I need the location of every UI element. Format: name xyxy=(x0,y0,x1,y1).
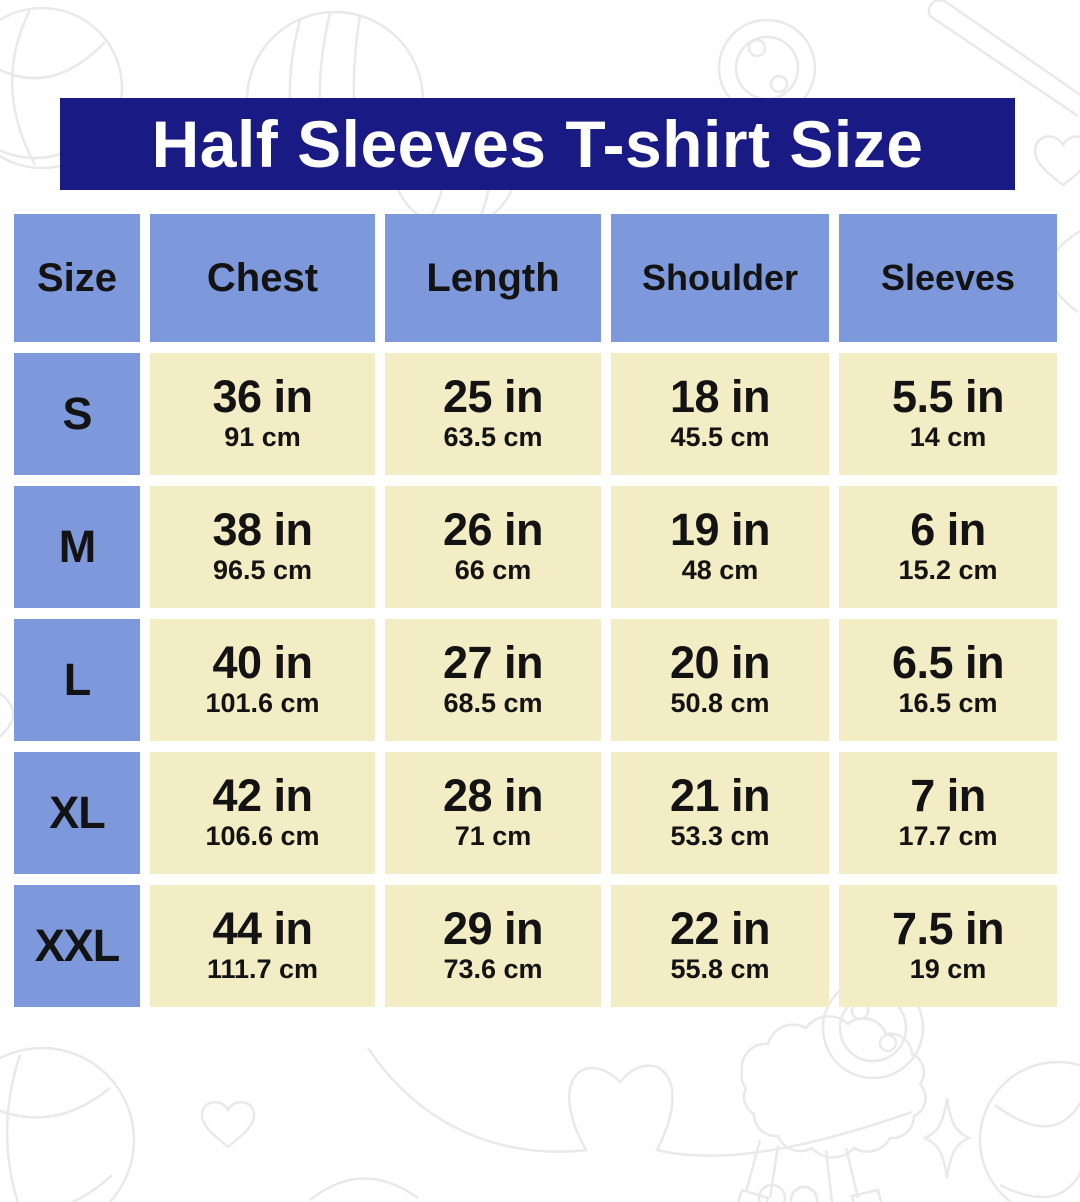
value-cm: 63.5 cm xyxy=(443,421,543,452)
value-cm: 53.3 cm xyxy=(670,820,770,851)
cell-l-sleeves: 6.5 in 16.5 cm xyxy=(839,619,1057,741)
value-inches: 27 in xyxy=(442,637,544,689)
col-header-size: Size xyxy=(14,214,140,342)
col-header-shoulder: Shoulder xyxy=(611,214,829,342)
cell-s-length: 25 in 63.5 cm xyxy=(385,353,601,475)
value-inches: 28 in xyxy=(442,770,544,822)
cell-xxl-sleeves: 7.5 in 19 cm xyxy=(839,885,1057,1007)
value-inches: 6.5 in xyxy=(891,637,1005,689)
value-cm: 50.8 cm xyxy=(670,687,770,718)
cell-xxl-length: 29 in 73.6 cm xyxy=(385,885,601,1007)
row-label-l: L xyxy=(14,619,140,741)
cell-m-length: 26 in 66 cm xyxy=(385,486,601,608)
value-inches: 20 in xyxy=(669,637,771,689)
cell-xl-chest: 42 in 106.6 cm xyxy=(150,752,375,874)
value-cm: 101.6 cm xyxy=(205,687,320,718)
value-cm: 111.7 cm xyxy=(206,953,319,984)
value-cm: 15.2 cm xyxy=(898,554,998,585)
yarn-ball-icon xyxy=(0,1046,136,1202)
value-inches: 7 in xyxy=(910,770,986,822)
value-cm: 66 cm xyxy=(454,554,532,585)
cell-xxl-chest: 44 in 111.7 cm xyxy=(150,885,375,1007)
value-cm: 16.5 cm xyxy=(898,687,998,718)
value-inches: 36 in xyxy=(212,371,313,423)
value-inches: 26 in xyxy=(442,504,544,556)
col-header-sleeves: Sleeves xyxy=(839,214,1057,342)
row-label-s: S xyxy=(14,353,140,475)
value-cm: 96.5 cm xyxy=(212,554,313,585)
value-inches: 44 in xyxy=(212,903,313,955)
cell-l-shoulder: 20 in 50.8 cm xyxy=(611,619,829,741)
cell-l-chest: 40 in 101.6 cm xyxy=(150,619,375,741)
value-inches: 22 in xyxy=(669,903,771,955)
sparkle-icon xyxy=(922,1097,972,1179)
value-cm: 17.7 cm xyxy=(898,820,998,851)
value-cm: 71 cm xyxy=(454,820,532,851)
cell-l-length: 27 in 68.5 cm xyxy=(385,619,601,741)
value-cm: 48 cm xyxy=(681,554,759,585)
size-table: Size Chest Length Shoulder Sleeves S 36 … xyxy=(14,214,1057,1007)
cell-xl-length: 28 in 71 cm xyxy=(385,752,601,874)
value-inches: 21 in xyxy=(669,770,771,822)
cell-m-sleeves: 6 in 15.2 cm xyxy=(839,486,1057,608)
cell-s-sleeves: 5.5 in 14 cm xyxy=(839,353,1057,475)
row-label-m: M xyxy=(14,486,140,608)
row-label-xxl: XXL xyxy=(14,885,140,1007)
value-cm: 91 cm xyxy=(224,421,301,452)
thread-icon xyxy=(309,1177,419,1201)
col-header-chest: Chest xyxy=(150,214,375,342)
cell-s-chest: 36 in 91 cm xyxy=(150,353,375,475)
value-cm: 73.6 cm xyxy=(443,953,543,984)
cell-xxl-shoulder: 22 in 55.8 cm xyxy=(611,885,829,1007)
value-inches: 18 in xyxy=(669,371,771,423)
cell-xl-sleeves: 7 in 17.7 cm xyxy=(839,752,1057,874)
button-icon xyxy=(757,1183,787,1202)
col-header-length: Length xyxy=(385,214,601,342)
value-inches: 42 in xyxy=(212,770,313,822)
value-inches: 6 in xyxy=(910,504,986,556)
value-inches: 29 in xyxy=(442,903,544,955)
value-inches: 19 in xyxy=(669,504,771,556)
value-cm: 45.5 cm xyxy=(670,421,770,452)
button-icon xyxy=(789,1185,819,1202)
value-cm: 106.6 cm xyxy=(205,820,320,851)
cell-s-shoulder: 18 in 45.5 cm xyxy=(611,353,829,475)
cell-m-shoulder: 19 in 48 cm xyxy=(611,486,829,608)
cell-xl-shoulder: 21 in 53.3 cm xyxy=(611,752,829,874)
yarn-ball-icon xyxy=(978,1060,1080,1202)
value-inches: 40 in xyxy=(212,637,313,689)
thread-heart-icon xyxy=(366,1047,913,1157)
row-label-xl: XL xyxy=(14,752,140,874)
value-inches: 38 in xyxy=(212,504,313,556)
sheep-icon xyxy=(736,1015,927,1202)
value-inches: 7.5 in xyxy=(891,903,1005,955)
value-inches: 25 in xyxy=(442,371,544,423)
value-cm: 55.8 cm xyxy=(670,953,770,984)
value-cm: 68.5 cm xyxy=(443,687,543,718)
thread-icon xyxy=(0,692,15,738)
value-cm: 19 cm xyxy=(909,953,987,984)
page-title: Half Sleeves T-shirt Size xyxy=(151,107,924,181)
title-banner: Half Sleeves T-shirt Size xyxy=(60,98,1015,190)
heart-icon xyxy=(1033,135,1080,187)
knitting-needle-icon xyxy=(927,0,1080,118)
heart-icon xyxy=(200,1100,256,1149)
cell-m-chest: 38 in 96.5 cm xyxy=(150,486,375,608)
value-inches: 5.5 in xyxy=(891,371,1005,423)
value-cm: 14 cm xyxy=(909,421,987,452)
